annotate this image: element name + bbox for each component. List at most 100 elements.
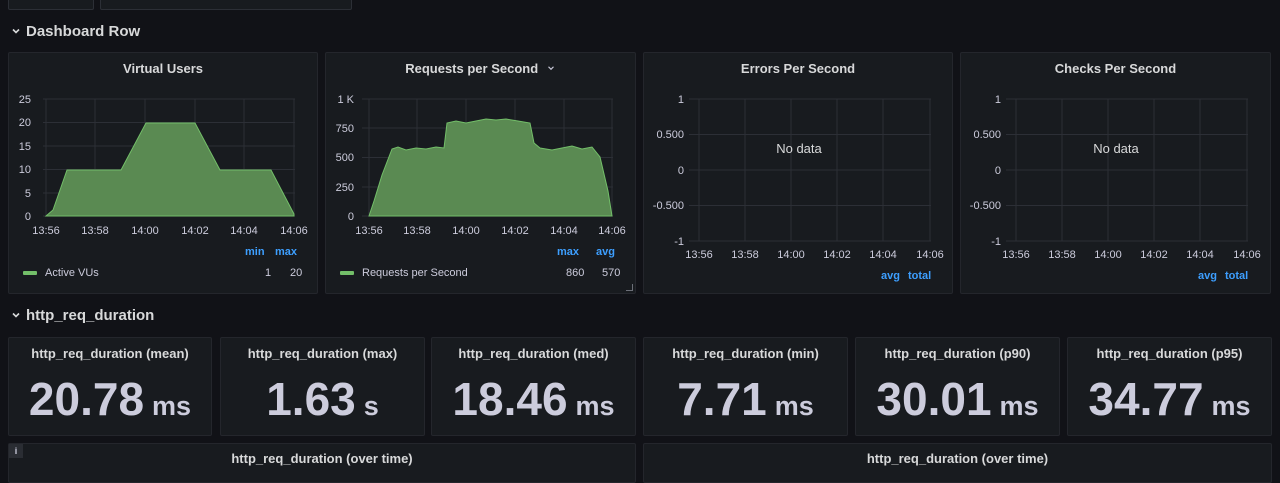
x-tick: 14:00 (131, 225, 159, 237)
chevron-down-icon (12, 312, 20, 318)
panel-requests-per-second[interactable]: Requests per Second 1 K 750 500 250 0 13… (325, 52, 636, 294)
cps-graph[interactable]: No data 1 0.500 0 -0.500 -1 13:56 13:58 … (961, 53, 1272, 295)
vus-x-ticks: 13:56 13:58 14:00 14:02 14:04 14:06 (32, 225, 308, 237)
info-icon[interactable]: i (9, 444, 23, 458)
legend-value-min: 1 (265, 267, 272, 279)
panel-http-req-duration-over-time-1[interactable]: i http_req_duration (over time) (8, 443, 636, 483)
x-tick: 14:02 (1140, 249, 1168, 261)
y-tick: 1 K (337, 94, 354, 106)
no-data-text: No data (776, 141, 822, 156)
legend-header-max[interactable]: max (557, 246, 580, 258)
x-tick: 14:02 (501, 225, 529, 237)
row-header-http-req-duration[interactable]: http_req_duration (10, 305, 154, 325)
chevron-down-icon (12, 28, 20, 34)
panel-title-with-menu[interactable]: Requests per Second (326, 61, 635, 76)
chevron-down-icon (547, 66, 554, 71)
legend-header-avg[interactable]: avg (1198, 270, 1217, 282)
stat-number: 18.46 (452, 373, 568, 425)
resize-handle[interactable] (626, 284, 633, 291)
stat-panel-mean[interactable]: http_req_duration (mean) 20.78 ms (8, 337, 212, 436)
legend-value-max: 20 (290, 267, 303, 279)
panel-errors-per-second[interactable]: Errors Per Second No data 1 0.500 0 -0.5… (643, 52, 953, 294)
y-tick: 1 (678, 94, 684, 106)
x-tick: 14:06 (1233, 249, 1261, 261)
y-tick: 1 (995, 94, 1001, 106)
legend-swatch (23, 271, 37, 275)
stat-title: http_req_duration (med) (458, 346, 609, 361)
panel-http-req-duration-over-time-2[interactable]: http_req_duration (over time) (643, 443, 1272, 483)
legend-item-active-vus[interactable]: Active VUs (23, 267, 99, 279)
y-tick: -0.500 (970, 200, 1001, 212)
x-tick: 13:56 (1002, 249, 1030, 261)
stat-number: 20.78 (28, 373, 145, 425)
stat-value: 30.01 ms (856, 372, 1059, 426)
legend-item-requests-per-second[interactable]: Requests per Second (340, 267, 468, 279)
row-title: http_req_duration (26, 306, 155, 324)
row-header-dashboard[interactable]: Dashboard Row (10, 21, 140, 41)
panel-checks-per-second[interactable]: Checks Per Second No data 1 0.500 0 -0.5… (960, 52, 1271, 294)
stat-panel-p90[interactable]: http_req_duration (p90) 30.01 ms (855, 337, 1060, 436)
x-tick: 14:06 (916, 249, 944, 261)
y-tick: 0 (995, 165, 1001, 177)
vus-graph[interactable]: 25 20 15 10 5 0 13:56 13:58 14:00 14:02 … (9, 53, 319, 295)
stat-number: 1.63 (266, 373, 356, 425)
eps-y-ticks: 1 0.500 0 -0.500 -1 (653, 94, 684, 248)
y-tick: -1 (991, 236, 1001, 248)
x-tick: 14:04 (550, 225, 578, 237)
y-tick: 0 (678, 165, 684, 177)
y-tick: 500 (336, 152, 354, 164)
rps-y-ticks: 1 K 750 500 250 0 (336, 94, 355, 223)
stat-title: http_req_duration (mean) (31, 346, 189, 361)
legend-value-avg: 570 (602, 267, 621, 279)
stat-number: 34.77 (1088, 373, 1204, 425)
x-tick: 14:00 (1094, 249, 1122, 261)
stat-panel-max[interactable]: http_req_duration (max) 1.63 s (220, 337, 425, 436)
cps-x-ticks: 13:56 13:58 14:00 14:02 14:04 14:06 (1002, 249, 1261, 261)
panel-title: Virtual Users (123, 61, 203, 76)
legend-label: Requests per Second (362, 267, 468, 279)
stat-panel-min[interactable]: http_req_duration (min) 7.71 ms (643, 337, 848, 436)
legend-label: Active VUs (45, 267, 99, 279)
panel-title: Errors Per Second (740, 61, 856, 76)
legend-header-total[interactable]: total (1225, 270, 1249, 282)
x-tick: 14:06 (598, 225, 626, 237)
x-tick: 14:02 (823, 249, 851, 261)
stat-unit: ms (774, 391, 814, 421)
stat-unit: ms (152, 391, 192, 421)
stat-title: http_req_duration (max) (247, 346, 398, 361)
legend-header-total[interactable]: total (908, 270, 932, 282)
x-tick: 14:02 (181, 225, 209, 237)
legend-header-avg[interactable]: avg (596, 246, 615, 258)
y-tick: 10 (19, 164, 31, 176)
y-tick: 0 (25, 211, 31, 223)
rps-area (368, 118, 613, 217)
panel-title: Checks Per Second (1054, 61, 1177, 76)
legend-header-avg[interactable]: avg (881, 270, 900, 282)
variable-select-box[interactable] (100, 0, 352, 10)
x-tick: 14:04 (230, 225, 258, 237)
rps-graph[interactable]: 1 K 750 500 250 0 13:56 13:58 14:00 14:0… (326, 53, 637, 295)
stat-unit: ms (999, 391, 1039, 421)
y-tick: 750 (336, 123, 354, 135)
stat-title: http_req_duration (min) (672, 346, 819, 361)
legend-header-max[interactable]: max (275, 246, 298, 258)
stat-panel-p95[interactable]: http_req_duration (p95) 34.77 ms (1067, 337, 1272, 436)
eps-graph[interactable]: No data 1 0.500 0 -0.500 -1 13:56 13:58 … (644, 53, 954, 295)
x-tick: 13:58 (731, 249, 759, 261)
legend-header-min[interactable]: min (245, 246, 265, 258)
panel-virtual-users[interactable]: Virtual Users 25 20 15 10 5 0 13:56 13:5… (8, 52, 318, 294)
y-tick: 0.500 (973, 129, 1001, 141)
variable-label-box[interactable] (8, 0, 94, 10)
cps-y-ticks: 1 0.500 0 -0.500 -1 (970, 94, 1001, 248)
stat-panel-med[interactable]: http_req_duration (med) 18.46 ms (431, 337, 636, 436)
y-tick: 5 (25, 188, 31, 200)
stat-value: 7.71 ms (644, 372, 847, 426)
panel-title: http_req_duration (over time) (866, 451, 1049, 466)
x-tick: 13:58 (403, 225, 431, 237)
stat-value: 1.63 s (221, 372, 424, 426)
panel-title: Requests per Second (405, 61, 539, 76)
stat-number: 30.01 (876, 373, 992, 425)
stat-value: 34.77 ms (1068, 372, 1271, 426)
stat-value: 18.46 ms (432, 372, 635, 426)
legend-swatch (340, 271, 354, 275)
